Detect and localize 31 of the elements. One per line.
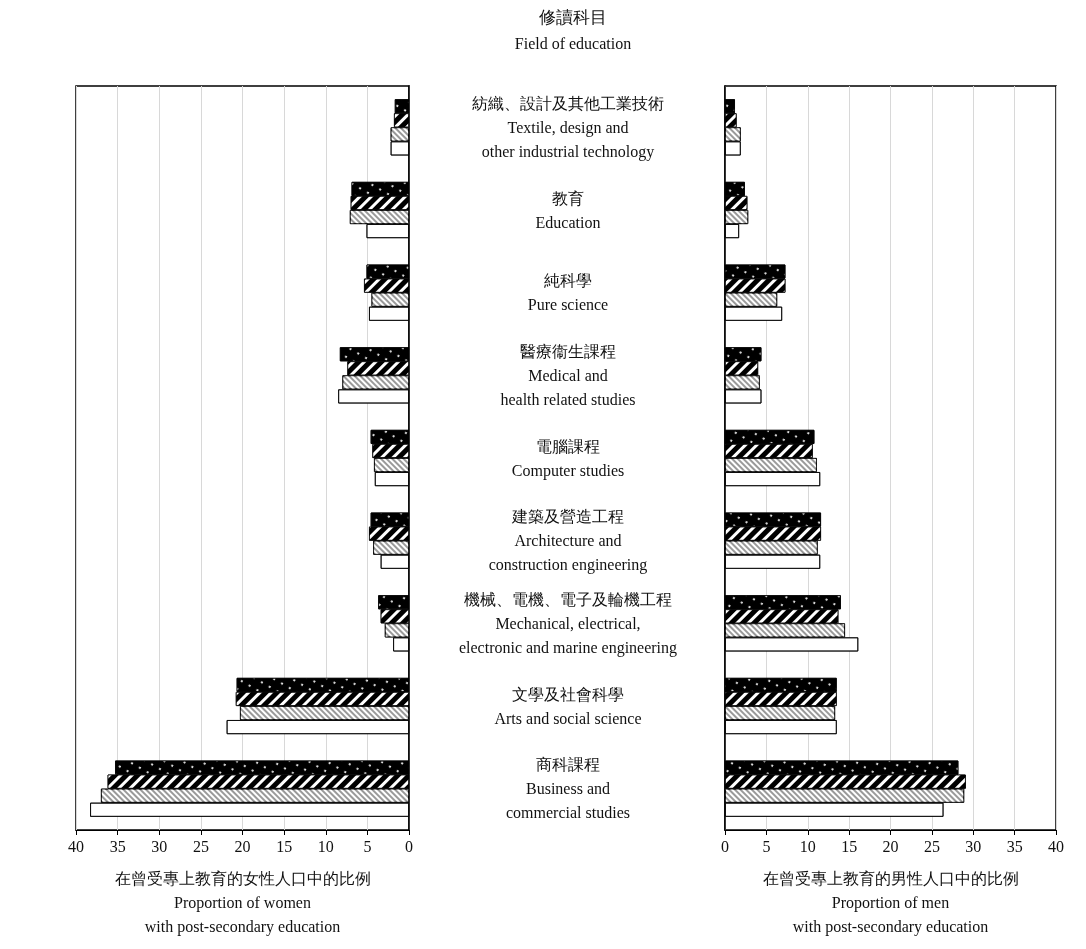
x-tick-label: 20 xyxy=(234,837,251,855)
y-tick-label: 建築及營造工程 Architecture and construction engineering xyxy=(488,508,648,575)
x-tick-label: 10 xyxy=(799,837,816,855)
x-tick-label: 10 xyxy=(317,837,334,855)
x-tick-label: 5 xyxy=(762,837,771,855)
x-axis-title: 在曾受專上教育的男性人口中的比例 Proportion of men with post-secondary education xyxy=(762,869,1019,936)
y-tick-label: 紡織、設計及其他工業技術 Textile, design and other industrial technology xyxy=(472,94,664,161)
x-tick-label: 40 xyxy=(1048,837,1064,855)
x-tick-label: 0 xyxy=(405,837,413,855)
x-tick-label: 35 xyxy=(109,837,126,855)
y-tick-label: 電腦課程 Computer studies xyxy=(511,437,625,480)
x-tick-label: 25 xyxy=(923,837,940,855)
x-tick-label: 35 xyxy=(1006,837,1023,855)
y-tick-label: 純科學 Pure science xyxy=(527,272,609,314)
y-tick-label: 機械、電機、電子及輪機工程 Mechanical, electrical, electronic and marine engineering xyxy=(458,590,678,657)
x-tick-label: 30 xyxy=(151,837,168,855)
x-tick-label: 15 xyxy=(276,837,293,855)
x-tick-label: 30 xyxy=(965,837,982,855)
y-tick-label: 商科課程 Business and commercial studies xyxy=(506,756,630,822)
y-tick-label: 醫療衞生課程 Medical and health related studies xyxy=(500,342,636,408)
text: 修讀科目 xyxy=(539,8,607,27)
x-tick-label: 15 xyxy=(841,837,858,855)
x-tick-label: 5 xyxy=(363,837,372,855)
x-tick-label: 40 xyxy=(68,837,84,855)
x-axis-title: 在曾受專上教育的女性人口中的比例 Proportion of women with post-secondary education xyxy=(114,869,371,936)
y-tick-label: 教育 Education xyxy=(535,189,601,231)
y-tick-label: 文學及社會科學 Arts and social science xyxy=(494,685,642,727)
x-tick-label: 0 xyxy=(721,837,729,855)
x-tick-label: 25 xyxy=(192,837,209,855)
x-tick-label: 20 xyxy=(882,837,899,855)
text: Field of education xyxy=(514,34,632,52)
